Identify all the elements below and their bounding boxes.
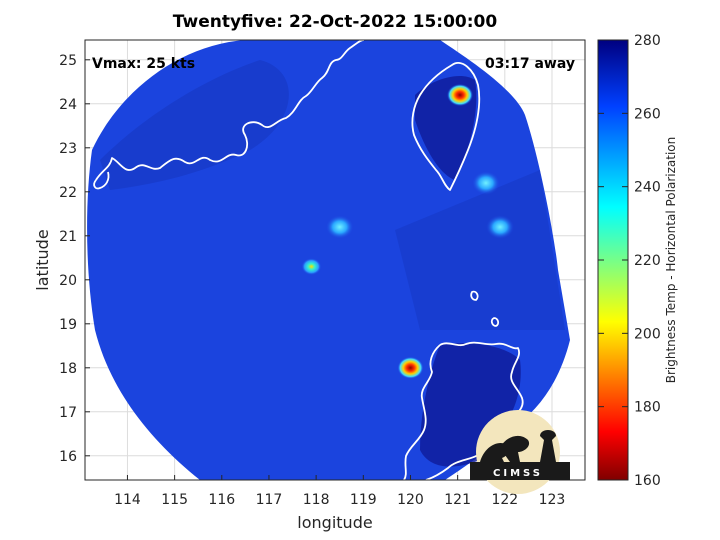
colorbar-label: Brightness Temp - Horizontal Polarizatio… — [664, 137, 678, 384]
ryukyu-islet — [490, 317, 500, 327]
batanes-islet — [470, 290, 479, 301]
colorbar-tick-label: 160 — [634, 473, 661, 489]
x-axis-label: longitude — [297, 513, 372, 532]
logo-ground-band — [470, 462, 570, 480]
logo-text: CIMSS — [493, 468, 543, 479]
convective-cell — [486, 215, 515, 239]
x-tick-label: 120 — [397, 492, 424, 508]
y-tick-label: 19 — [59, 317, 77, 333]
convective-cell — [447, 83, 473, 107]
time-away-annotation: 03:17 away — [485, 56, 575, 72]
x-tick-label: 115 — [161, 492, 188, 508]
y-axis-ticks: 16 17 18 19 20 21 22 23 24 25 — [59, 53, 90, 465]
logo-tower-silhouette — [540, 430, 556, 462]
y-tick-label: 20 — [59, 273, 77, 289]
x-tick-label: 116 — [208, 492, 235, 508]
x-tick-label: 119 — [350, 492, 377, 508]
x-tick-label: 117 — [256, 492, 283, 508]
y-axis-label: latitude — [33, 229, 52, 290]
y-tick-label: 17 — [59, 405, 77, 421]
coastlines — [93, 40, 524, 480]
x-tick-label: 114 — [114, 492, 141, 508]
colorbar-tick-label: 180 — [634, 400, 661, 416]
x-axis-ticks: 114 115 116 117 118 119 120 121 122 123 — [114, 475, 565, 508]
colorbar-tick-label: 240 — [634, 180, 661, 196]
east-band-field — [395, 170, 565, 330]
china-coastline — [95, 40, 365, 181]
convective-cell — [325, 215, 354, 239]
cimss-logo: CIMSS — [470, 410, 570, 494]
colorbar-tick-label: 280 — [634, 33, 661, 49]
china-coastline-inset — [93, 171, 110, 190]
colorbar-tick-label: 260 — [634, 106, 661, 122]
axes-box — [84, 39, 586, 481]
convective-cell — [471, 171, 500, 195]
y-tick-label: 24 — [59, 97, 77, 113]
y-tick-label: 23 — [59, 141, 77, 157]
x-tick-label: 122 — [491, 492, 518, 508]
colorbar-ticks: 160 180 200 220 240 260 280 — [598, 33, 661, 489]
colorbar-tick-label: 200 — [634, 326, 661, 342]
northwest-field — [100, 60, 289, 190]
x-tick-label: 118 — [303, 492, 330, 508]
y-tick-label: 16 — [59, 449, 77, 465]
convective-cell — [397, 356, 424, 379]
x-tick-label: 121 — [444, 492, 471, 508]
chart-title: Twentyfive: 22-Oct-2022 15:00:00 — [172, 12, 498, 32]
luzon-west-coastline — [403, 344, 441, 480]
taiwan-coastline — [411, 62, 481, 191]
y-tick-label: 18 — [59, 361, 77, 377]
vmax-annotation: Vmax: 25 kts — [92, 56, 195, 72]
y-tick-label: 25 — [59, 53, 77, 69]
logo-dish-silhouette-2 — [500, 435, 530, 462]
brightness-temp-swath — [87, 40, 570, 480]
x-tick-label: 123 — [539, 492, 566, 508]
y-tick-label: 21 — [59, 229, 77, 245]
colorbar-tick-label: 220 — [634, 253, 661, 269]
luzon-coastline — [425, 341, 524, 480]
y-tick-label: 22 — [59, 185, 77, 201]
convective-cell — [301, 258, 322, 276]
